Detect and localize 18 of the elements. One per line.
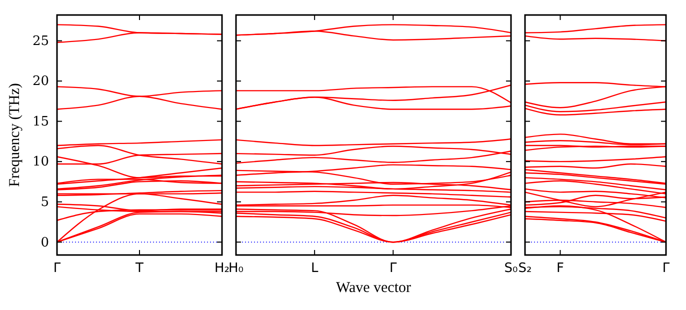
x-tick-label: S₀ <box>504 261 518 276</box>
x-axis-title: Wave vector <box>336 280 412 296</box>
y-tick-label: 20 <box>32 74 49 90</box>
x-tick-label: F <box>556 261 564 276</box>
x-tick-label: H₂ <box>214 261 230 276</box>
x-tick-label: S₂ <box>518 261 532 276</box>
x-tick-label: Γ <box>662 261 670 276</box>
y-tick-label: 5 <box>40 195 49 210</box>
y-tick-label: 0 <box>40 235 49 250</box>
x-tick-label: T <box>134 261 144 276</box>
x-tick-label: H₀ <box>228 261 244 276</box>
y-tick-label: 15 <box>32 114 49 130</box>
x-tick-label: L <box>310 261 319 276</box>
x-tick-label: Γ <box>53 261 62 276</box>
y-tick-label: 25 <box>32 34 49 49</box>
x-tick-label: Γ <box>390 261 398 276</box>
y-tick-label: 10 <box>32 154 49 170</box>
y-axis-title: Frequency (THz) <box>7 83 23 187</box>
